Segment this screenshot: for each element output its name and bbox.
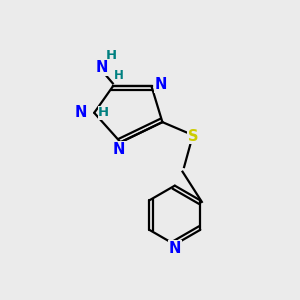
Text: N: N bbox=[113, 142, 125, 157]
Text: H: H bbox=[114, 69, 124, 82]
Text: H: H bbox=[98, 106, 110, 119]
Text: S: S bbox=[188, 129, 199, 144]
Text: N: N bbox=[96, 60, 108, 75]
Text: N: N bbox=[169, 241, 181, 256]
Text: H: H bbox=[106, 49, 117, 62]
Text: N: N bbox=[75, 105, 87, 120]
Text: N: N bbox=[155, 77, 167, 92]
